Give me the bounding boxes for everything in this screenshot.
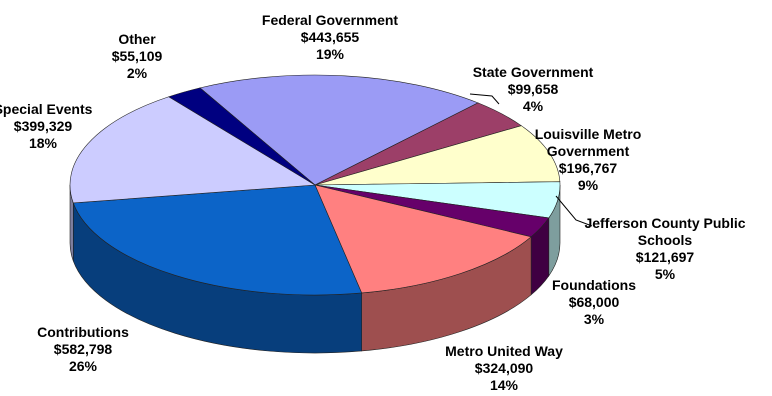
slice-name: Government bbox=[547, 143, 630, 159]
label-other: Other $55,109 2% bbox=[112, 31, 163, 81]
pie-slice-louisville-metro-government bbox=[314, 125, 561, 186]
leader-line-state-government bbox=[469, 93, 500, 105]
slice-labels: Federal Government $443,655 19% State Gover… bbox=[0, 12, 746, 393]
label-federal-government: Federal Government $443,655 19% bbox=[262, 12, 398, 62]
pie-slice-special-events bbox=[69, 96, 316, 204]
pie-slice-metro-united-way bbox=[314, 184, 532, 294]
slice-percent: 4% bbox=[523, 98, 544, 114]
leader-lines bbox=[469, 93, 593, 227]
slice-value: $324,090 bbox=[475, 360, 534, 376]
slice-value: $55,109 bbox=[112, 48, 163, 64]
slice-value: $196,767 bbox=[559, 160, 618, 176]
pie-slice-contributions bbox=[72, 184, 363, 296]
slice-percent: 19% bbox=[316, 46, 345, 62]
label-jefferson-county-public-schools: Jefferson County Public Schools $121,697 5% bbox=[584, 215, 745, 282]
label-louisville-metro-government: Louisville Metro Government $196,767 9% bbox=[535, 126, 642, 193]
slice-percent: 2% bbox=[127, 65, 148, 81]
slice-value: $443,655 bbox=[301, 29, 360, 45]
slice-name: State Government bbox=[473, 64, 594, 80]
slice-name: Metro United Way bbox=[445, 343, 563, 359]
slice-name: Jefferson County Public bbox=[584, 215, 745, 231]
slice-percent: 5% bbox=[655, 266, 676, 282]
slice-percent: 18% bbox=[29, 135, 58, 151]
label-foundations: Foundations $68,000 3% bbox=[552, 277, 636, 327]
slice-percent: 9% bbox=[578, 177, 599, 193]
slice-name: Other bbox=[118, 31, 156, 47]
slice-name: Foundations bbox=[552, 277, 636, 293]
slice-percent: 3% bbox=[584, 311, 605, 327]
label-contributions: Contributions $582,798 26% bbox=[37, 324, 129, 374]
slice-name: Louisville Metro bbox=[535, 126, 642, 142]
slice-name: Special Events bbox=[0, 101, 93, 117]
leader-line-jefferson-county-public-schools bbox=[555, 195, 593, 227]
slice-value: $68,000 bbox=[569, 294, 620, 310]
slice-value: $121,697 bbox=[636, 249, 695, 265]
slice-percent: 14% bbox=[490, 377, 519, 393]
label-metro-united-way: Metro United Way $324,090 14% bbox=[445, 343, 563, 393]
pie-sides bbox=[69, 184, 561, 354]
slice-name: Federal Government bbox=[262, 12, 398, 28]
slice-name: Schools bbox=[638, 232, 693, 248]
slice-percent: 26% bbox=[69, 358, 98, 374]
slice-name: Contributions bbox=[37, 324, 129, 340]
slice-value: $399,329 bbox=[14, 118, 73, 134]
label-state-government: State Government $99,658 4% bbox=[473, 64, 594, 114]
pie-slice-federal-government bbox=[199, 74, 479, 186]
slice-value: $99,658 bbox=[508, 81, 559, 97]
pie-tops bbox=[69, 74, 561, 296]
pie-slice-other bbox=[168, 87, 316, 186]
label-special-events: Special Events $399,329 18% bbox=[0, 101, 93, 151]
slice-value: $582,798 bbox=[54, 341, 113, 357]
